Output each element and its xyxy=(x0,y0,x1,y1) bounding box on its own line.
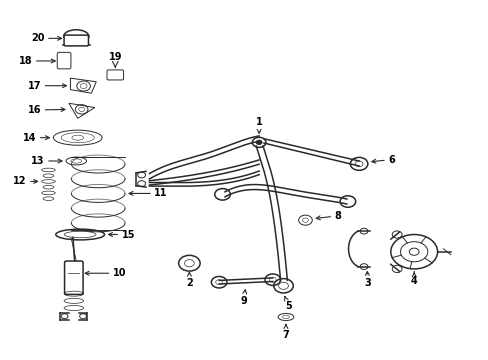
Text: 18: 18 xyxy=(19,56,55,66)
Text: 8: 8 xyxy=(316,211,341,221)
Text: 20: 20 xyxy=(31,33,61,43)
Text: 12: 12 xyxy=(13,176,38,186)
Text: 9: 9 xyxy=(240,290,246,306)
Text: 13: 13 xyxy=(31,156,62,166)
Text: 16: 16 xyxy=(28,105,65,115)
FancyBboxPatch shape xyxy=(57,52,71,69)
Text: 11: 11 xyxy=(129,188,167,198)
Text: 7: 7 xyxy=(282,325,289,339)
Text: 4: 4 xyxy=(410,272,417,286)
Text: 17: 17 xyxy=(28,81,66,91)
Text: 15: 15 xyxy=(108,230,135,239)
Text: 3: 3 xyxy=(363,271,370,288)
Text: 2: 2 xyxy=(185,272,192,288)
Text: 1: 1 xyxy=(255,117,262,133)
Text: 5: 5 xyxy=(284,296,291,311)
FancyBboxPatch shape xyxy=(64,35,88,46)
Text: 14: 14 xyxy=(23,133,49,143)
Circle shape xyxy=(256,140,262,144)
FancyBboxPatch shape xyxy=(64,261,83,294)
Text: 10: 10 xyxy=(85,268,126,278)
Text: 19: 19 xyxy=(108,51,122,62)
Text: 6: 6 xyxy=(371,154,394,165)
FancyBboxPatch shape xyxy=(107,70,123,80)
